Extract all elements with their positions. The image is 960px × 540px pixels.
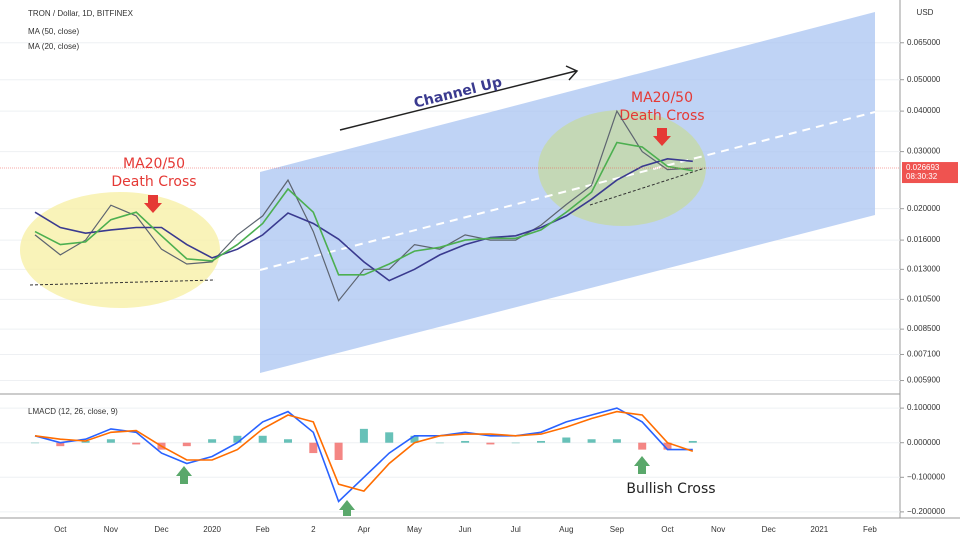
y-tick-label: −0.200000	[907, 507, 946, 516]
trendline	[589, 167, 706, 206]
pane-title: LMACD (12, 26, close, 9)	[28, 407, 118, 416]
histogram-bar	[132, 442, 141, 445]
y-tick-label: 0.005900	[907, 376, 941, 385]
last-price-label: 0.026693	[906, 163, 940, 172]
histogram-bar	[334, 442, 343, 460]
histogram-bar	[233, 435, 242, 443]
y-tick-label: 0.020000	[907, 204, 941, 213]
histogram-bar	[284, 439, 292, 443]
series-line	[34, 141, 693, 276]
x-tick-label: Jun	[459, 525, 472, 534]
countdown: 08:30:32	[906, 172, 938, 181]
x-tick-label: 2021	[810, 525, 828, 534]
y-tick-label: 0.013000	[907, 264, 941, 273]
highlight-ellipse	[20, 192, 220, 308]
histogram-bar	[31, 442, 39, 444]
y-tick-label: 0.065000	[907, 38, 941, 47]
histogram-bar	[182, 442, 191, 447]
histogram-bar	[56, 442, 65, 447]
x-tick-label: Nov	[104, 525, 118, 534]
histogram-bar	[511, 442, 520, 444]
x-tick-label: Sep	[610, 525, 625, 534]
y-tick-label: 0.008500	[907, 324, 941, 333]
y-tick-label: 0.007100	[907, 350, 941, 359]
arrow-up	[176, 466, 192, 484]
legend-entry: MA (50, close)	[28, 27, 79, 36]
histogram-bar	[435, 442, 444, 444]
chart-title: TRON / Dollar, 1D, BITFINEX	[28, 9, 134, 18]
histogram-bar	[688, 440, 697, 443]
x-tick-label: Feb	[256, 525, 270, 534]
histogram-bar	[410, 435, 419, 443]
arrow	[339, 70, 577, 131]
histogram-bar	[537, 440, 545, 443]
histogram-bar	[612, 439, 621, 443]
trendline	[29, 279, 216, 286]
currency: USD	[917, 8, 934, 17]
annotation: Death Cross	[619, 108, 704, 124]
y-tick-label: 0.030000	[907, 147, 941, 156]
arrow-down	[144, 195, 162, 213]
histogram-bar	[359, 428, 368, 443]
x-tick-label: Dec	[154, 525, 168, 534]
x-tick-label: May	[407, 525, 422, 534]
y-tick-label: 0.100000	[907, 403, 941, 412]
series-line	[34, 410, 694, 493]
arrow-up	[634, 456, 650, 474]
last-price-box	[902, 162, 958, 184]
y-tick-label: −0.100000	[907, 472, 946, 481]
histogram-bar	[663, 442, 672, 450]
histogram-bar	[461, 440, 470, 443]
histogram-bar	[562, 437, 571, 443]
annotation: MA20/50	[123, 156, 185, 172]
x-tick-label: Aug	[559, 525, 573, 534]
x-tick-label: Oct	[661, 525, 674, 534]
x-tick-label: Oct	[54, 525, 67, 534]
histogram-bar	[486, 442, 495, 445]
arrow-down	[653, 128, 671, 146]
series-line	[34, 407, 693, 503]
annotation: Death Cross	[111, 174, 196, 190]
y-tick-label: 0.050000	[907, 75, 941, 84]
x-tick-label: Dec	[762, 525, 776, 534]
x-tick-label: 2020	[203, 525, 221, 534]
histogram-bar	[258, 435, 267, 443]
x-tick-label: Apr	[358, 525, 371, 534]
x-tick-label: Feb	[863, 525, 877, 534]
histogram-bar	[638, 442, 647, 450]
histogram-bar	[106, 439, 115, 443]
annotation: MA20/50	[631, 90, 693, 106]
histogram-bar	[208, 439, 217, 443]
y-tick-label: 0.016000	[907, 235, 941, 244]
histogram-bar	[309, 442, 318, 454]
x-tick-label: 2	[311, 525, 316, 534]
legend-entry: MA (20, close)	[28, 42, 79, 51]
histogram-bar	[81, 440, 90, 443]
y-tick-label: 0.000000	[907, 438, 941, 447]
histogram-bar	[385, 432, 394, 443]
annotation: Bullish Cross	[626, 481, 715, 497]
channel-midline	[259, 111, 876, 271]
y-tick-label: 0.010500	[907, 295, 941, 304]
x-tick-label: Jul	[511, 525, 521, 534]
histogram-bar	[587, 439, 596, 443]
x-tick-label: Nov	[711, 525, 725, 534]
arrow-head	[565, 65, 579, 81]
y-tick-label: 0.040000	[907, 106, 941, 115]
series-line	[34, 157, 693, 282]
arrow-up	[339, 500, 355, 516]
